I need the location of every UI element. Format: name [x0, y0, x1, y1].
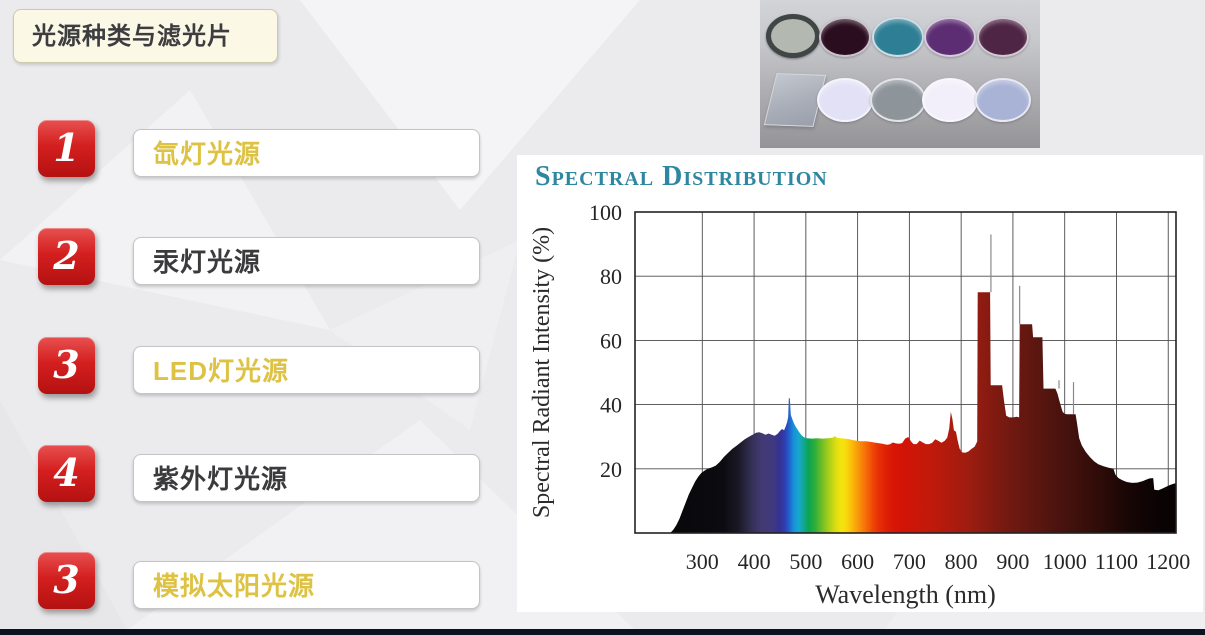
list-item: 2 汞灯光源 — [0, 228, 500, 288]
svg-text:500: 500 — [789, 549, 822, 574]
svg-text:Wavelength (nm): Wavelength (nm) — [815, 580, 996, 609]
spectral-chart-svg: 20 40 60 80 100 300 400 500 600 700 800 900 1000 1100… — [529, 200, 1190, 609]
item-number-badge: 3 — [38, 552, 95, 609]
list-item: 4 紫外灯光源 — [0, 445, 500, 505]
chart-title: Spectral Distribution — [535, 161, 828, 192]
nd-filter — [766, 14, 820, 58]
svg-text:400: 400 — [738, 549, 771, 574]
dark-magenta-filter — [819, 17, 871, 57]
pale-lavender-filter — [817, 78, 873, 122]
svg-text:80: 80 — [600, 264, 622, 289]
spectral-chart-panel: Spectral Distribution 20 40 60 80 100 300 400 5… — [517, 155, 1203, 612]
bottom-accent-bar — [0, 629, 1205, 635]
svg-text:900: 900 — [996, 549, 1029, 574]
white-filter — [922, 78, 978, 122]
light-blue-filter — [975, 78, 1031, 122]
svg-text:300: 300 — [686, 549, 719, 574]
item-number-badge: 1 — [38, 120, 95, 177]
svg-text:1000: 1000 — [1043, 549, 1087, 574]
slide-title: 光源种类与滤光片 — [13, 9, 278, 63]
svg-text:600: 600 — [841, 549, 874, 574]
svg-text:Spectral Radiant Intensity (%): Spectral Radiant Intensity (%) — [529, 227, 555, 518]
svg-text:800: 800 — [945, 549, 978, 574]
list-item: 3 LED灯光源 — [0, 337, 500, 397]
item-label: 模拟太阳光源 — [133, 561, 480, 609]
teal-filter — [872, 17, 924, 57]
svg-text:100: 100 — [589, 200, 622, 225]
svg-text:1200: 1200 — [1146, 549, 1190, 574]
item-label: 汞灯光源 — [133, 237, 480, 285]
svg-text:40: 40 — [600, 393, 622, 418]
item-number-badge: 4 — [38, 445, 95, 502]
svg-text:1100: 1100 — [1095, 549, 1138, 574]
item-label: LED灯光源 — [133, 346, 480, 394]
item-label: 氙灯光源 — [133, 129, 480, 177]
item-number-badge: 3 — [38, 337, 95, 394]
plum-filter — [977, 17, 1029, 57]
optical-filters-photo — [760, 0, 1040, 148]
gray-filter — [870, 78, 926, 122]
svg-text:60: 60 — [600, 328, 622, 353]
list-item: 1 氙灯光源 — [0, 120, 500, 180]
list-item: 3 模拟太阳光源 — [0, 552, 500, 612]
item-number-badge: 2 — [38, 228, 95, 285]
svg-text:20: 20 — [600, 457, 622, 482]
item-label: 紫外灯光源 — [133, 454, 480, 502]
svg-text:700: 700 — [893, 549, 926, 574]
purple-filter — [924, 17, 976, 57]
